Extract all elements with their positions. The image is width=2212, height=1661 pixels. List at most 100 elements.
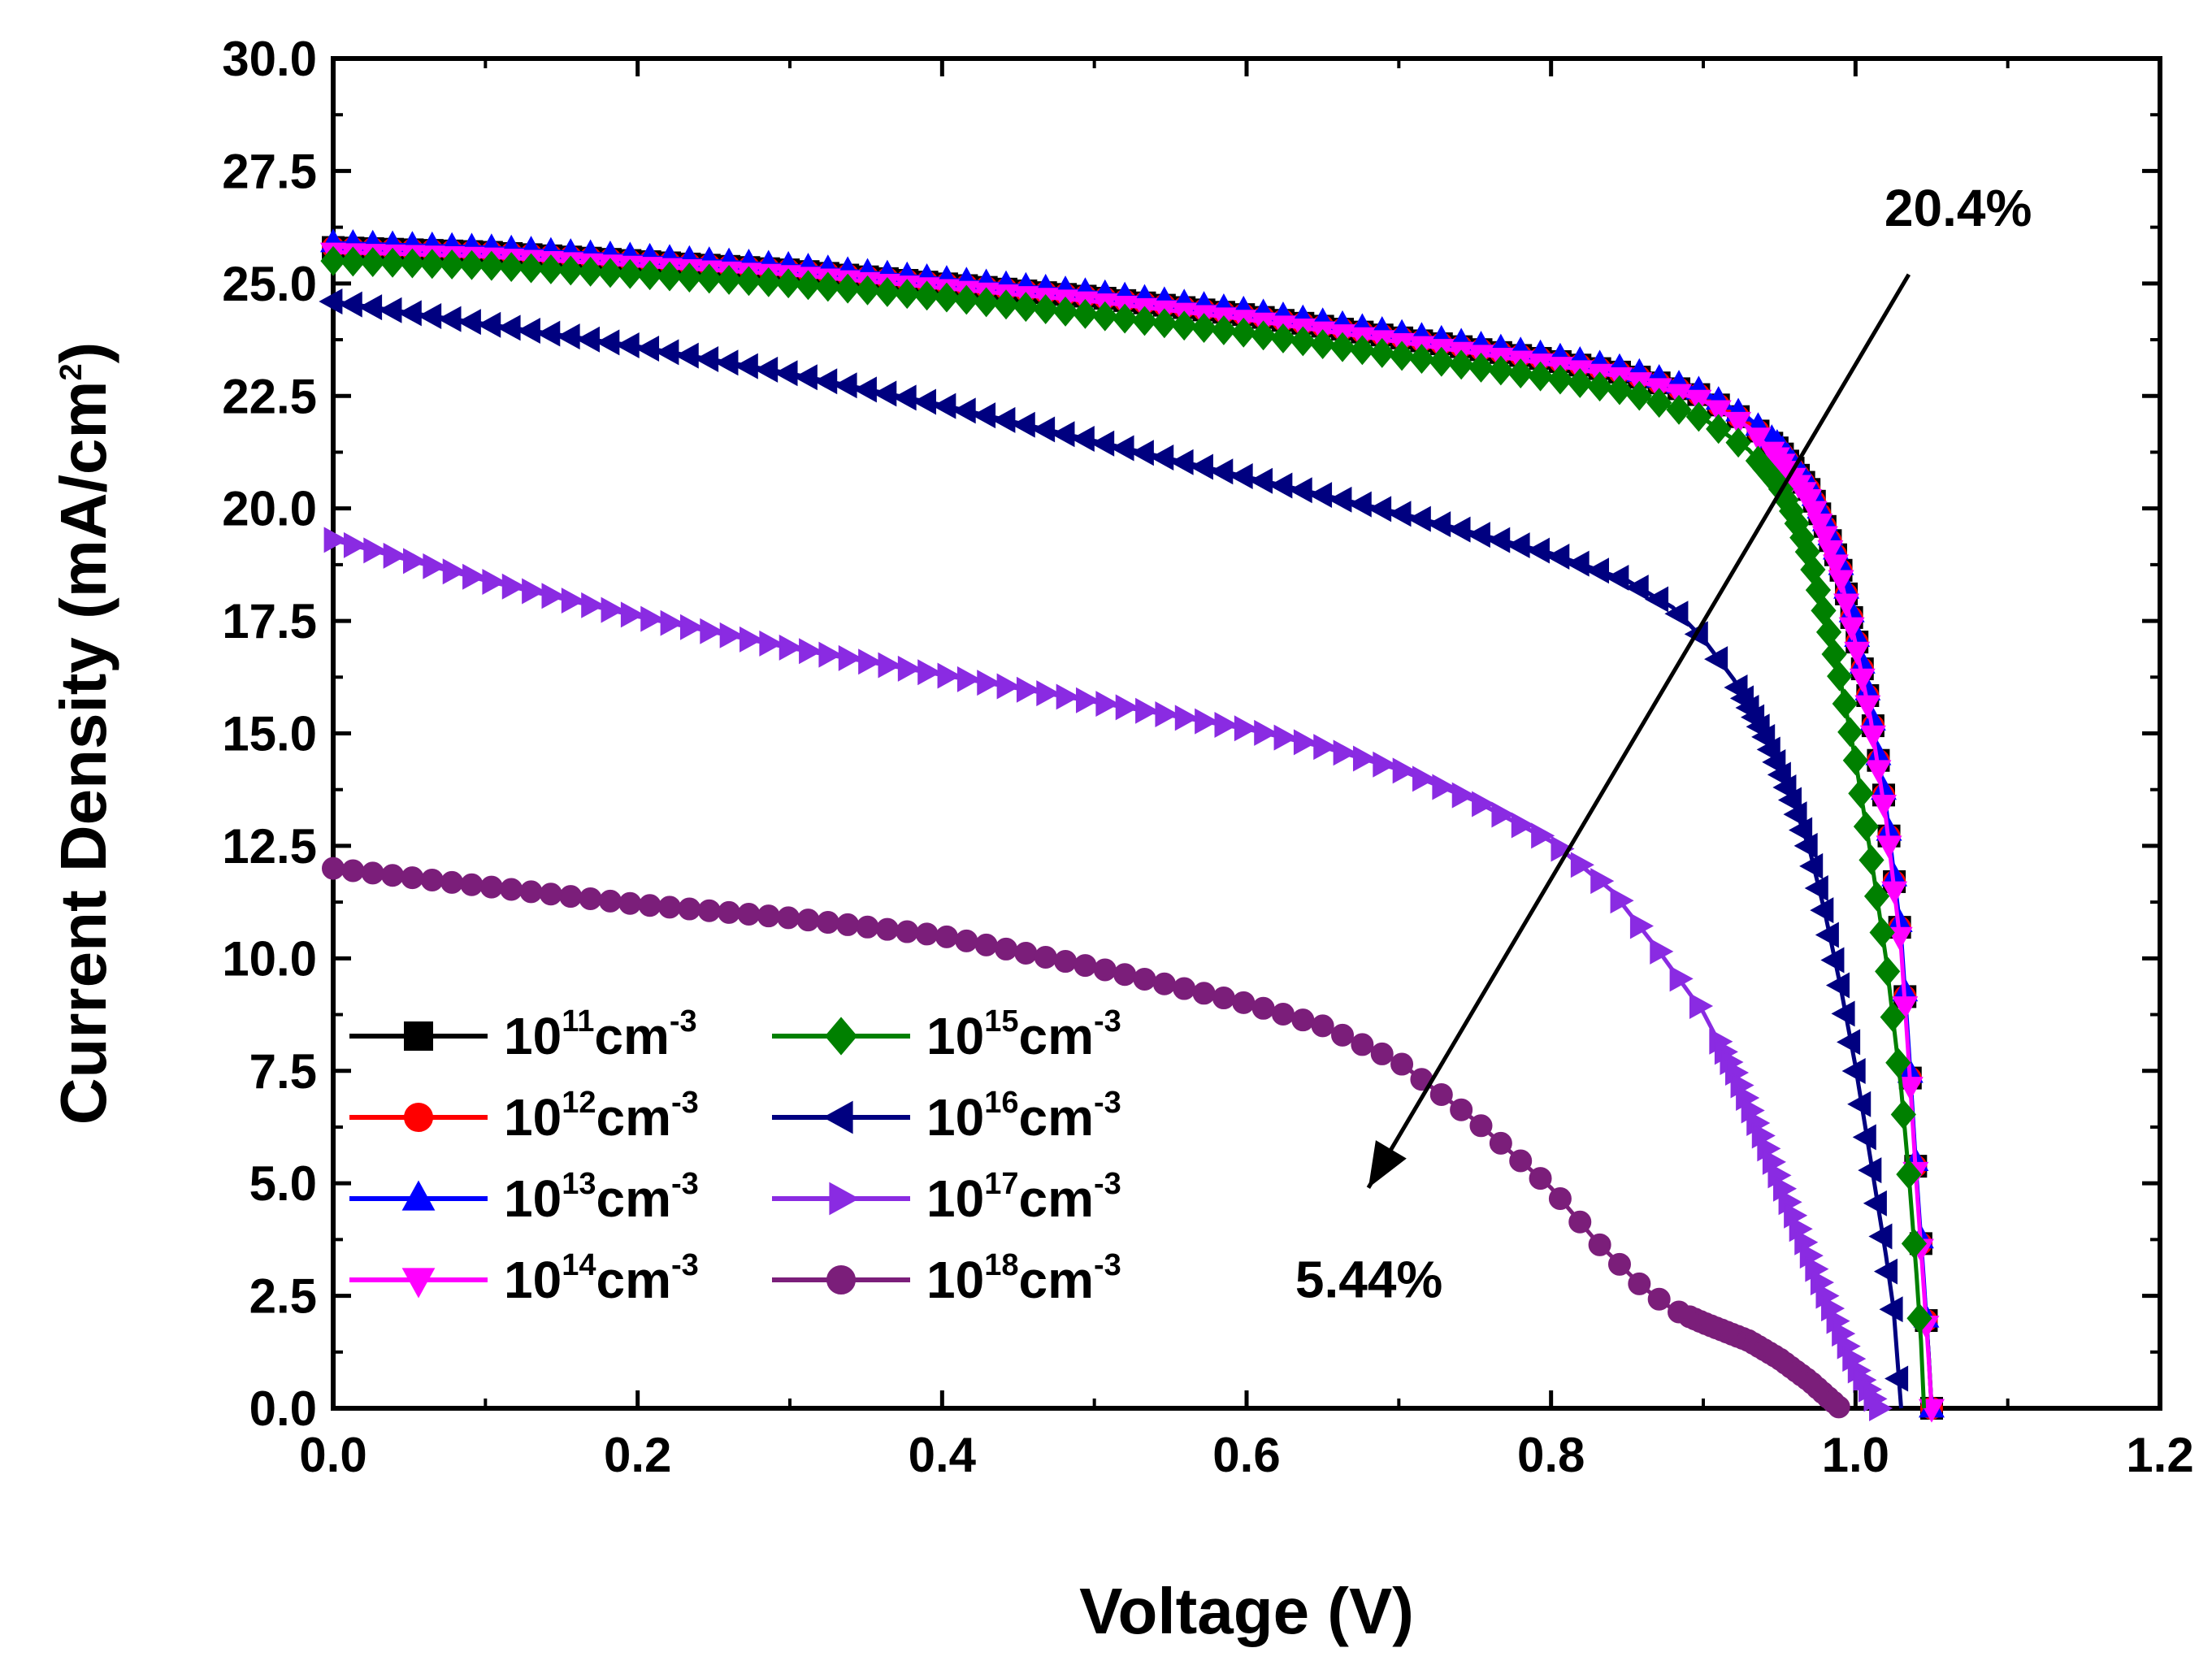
y-tick-label: 17.5 [222, 594, 317, 648]
data-point [1073, 954, 1097, 978]
data-point [716, 264, 742, 295]
data-point [343, 531, 368, 558]
data-point [1756, 736, 1780, 763]
data-point [740, 626, 764, 653]
data-point [1585, 557, 1610, 584]
data-point [522, 578, 546, 605]
data-point [974, 933, 998, 956]
y-tick-label: 30.0 [222, 32, 317, 86]
legend-marker [401, 1268, 436, 1299]
data-point [795, 270, 822, 301]
data-point [617, 258, 643, 289]
series-18 [322, 857, 1850, 1419]
data-point [674, 342, 699, 369]
data-point [1250, 320, 1277, 351]
data-point [1451, 782, 1476, 809]
data-point [718, 900, 741, 924]
data-point [1448, 349, 1474, 380]
data-point [1011, 411, 1035, 438]
data-point [1525, 537, 1550, 564]
data-point [638, 894, 661, 917]
data-point [816, 911, 839, 935]
data-point [1821, 639, 1847, 670]
series-16 [319, 288, 1909, 1409]
legend-item-14: 1014cm-3 [349, 1248, 699, 1309]
data-point [1706, 414, 1732, 445]
data-point [676, 262, 702, 293]
data-point [913, 280, 940, 311]
data-point [1863, 1190, 1887, 1216]
data-point [852, 376, 877, 403]
data-point [1838, 617, 1865, 641]
data-point [399, 248, 426, 279]
data-point [1373, 751, 1397, 778]
data-point [541, 583, 566, 609]
data-point [971, 402, 996, 429]
data-point [1152, 972, 1176, 995]
data-point [818, 641, 843, 668]
data-point [1628, 1272, 1651, 1295]
legend-label-exp: 13 [562, 1167, 596, 1201]
data-point [1016, 676, 1041, 703]
data-point [323, 527, 348, 553]
data-point [956, 666, 981, 692]
data-point [756, 267, 782, 297]
data-point [1605, 564, 1629, 591]
data-point [1825, 972, 1850, 999]
data-point [836, 913, 860, 936]
data-point [1664, 601, 1689, 627]
data-point [695, 345, 719, 372]
data-point [561, 588, 585, 614]
data-point [858, 648, 883, 675]
data-point [1034, 946, 1057, 969]
series-15 [320, 245, 1932, 1409]
data-point [734, 353, 758, 379]
data-point [934, 282, 960, 313]
data-point [1150, 445, 1174, 471]
data-point [1666, 394, 1692, 425]
data-point [1155, 701, 1179, 728]
data-point [799, 638, 823, 665]
data-point [655, 339, 679, 366]
legend-marker [822, 1100, 853, 1134]
data-point [1828, 570, 1854, 594]
data-point [498, 252, 524, 283]
data-point [1804, 874, 1828, 901]
data-point [1529, 1167, 1552, 1190]
data-point [1432, 774, 1456, 800]
data-point [1879, 1296, 1903, 1323]
data-point [1230, 317, 1256, 348]
data-point [1427, 511, 1451, 538]
data-point [1767, 761, 1791, 788]
data-point [953, 284, 979, 315]
data-point [995, 937, 1018, 961]
data-point [479, 875, 503, 899]
data-point [1392, 757, 1416, 784]
data-point [1212, 987, 1235, 1010]
data-point [1837, 717, 1863, 748]
data-point [360, 247, 386, 278]
data-point [955, 929, 978, 952]
data-point [1897, 1077, 1924, 1101]
data-point [937, 662, 961, 689]
data-point [1331, 1023, 1355, 1047]
legend-marker [404, 1103, 433, 1132]
data-point [1876, 835, 1902, 860]
legend: 1011cm-31012cm-31013cm-31014cm-31015cm-3… [349, 1004, 1121, 1309]
data-point [1254, 719, 1278, 746]
data-point [1590, 868, 1615, 895]
annotation-efficiency-low: 5.44% [1295, 1251, 1442, 1309]
data-point [1232, 991, 1256, 1014]
data-point [1527, 361, 1554, 392]
data-point [1827, 661, 1853, 692]
data-point [1607, 375, 1633, 405]
data-point [873, 380, 897, 407]
legend-item-18: 1018cm-3 [772, 1248, 1121, 1309]
y-tick-label: 12.5 [222, 819, 317, 874]
data-point [1875, 956, 1901, 987]
x-tick-label: 0.6 [1212, 1428, 1280, 1482]
data-point [1646, 388, 1672, 419]
data-point [815, 271, 841, 302]
data-point [361, 861, 384, 885]
data-point [1852, 1124, 1876, 1151]
